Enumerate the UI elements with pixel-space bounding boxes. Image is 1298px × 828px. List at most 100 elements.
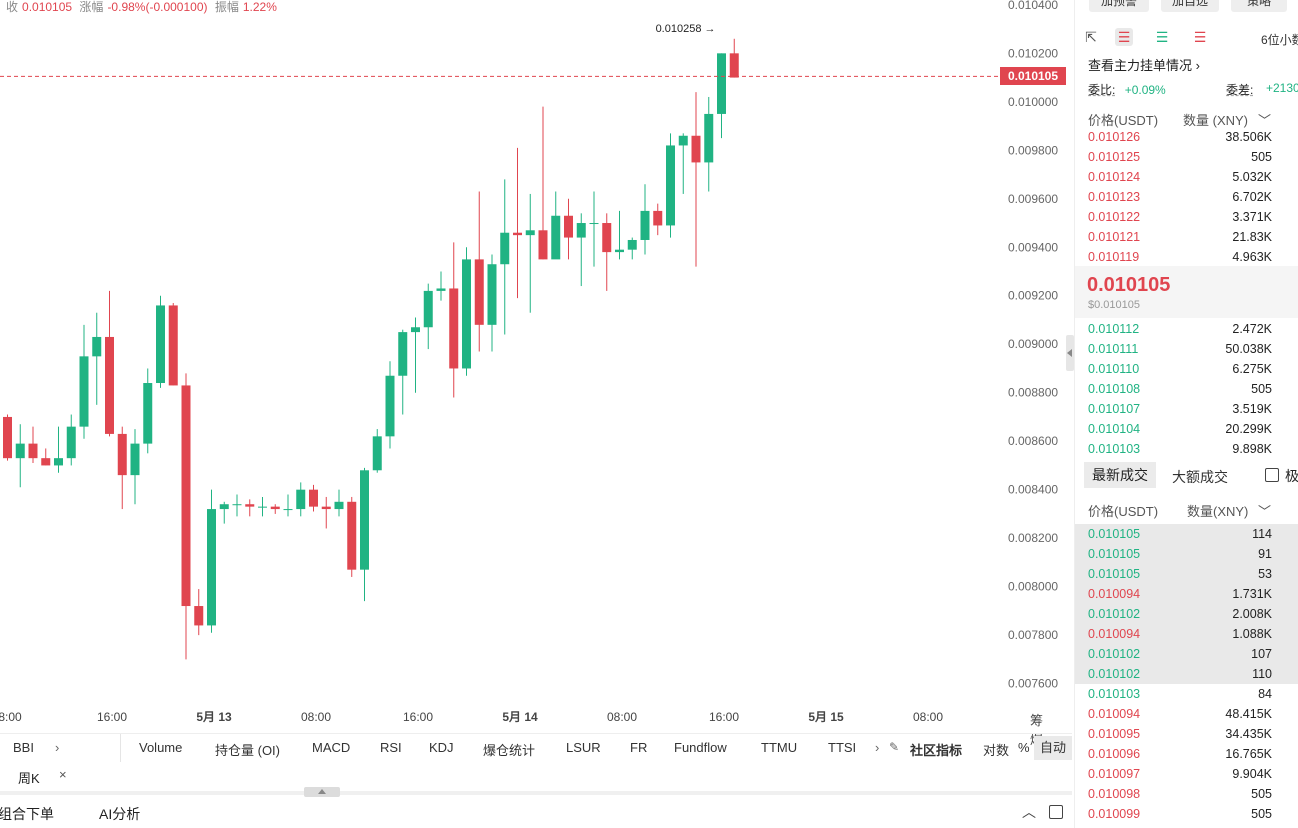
trade-row[interactable]: 0.010098 505 xyxy=(1075,784,1298,804)
trade-row[interactable]: 0.010094 1.088K xyxy=(1075,624,1298,644)
candle-body xyxy=(309,489,318,507)
ask-row[interactable]: 0.010124 5.032K xyxy=(1075,167,1298,187)
ask-row[interactable]: 0.010123 6.702K xyxy=(1075,187,1298,207)
chevron-right-icon: › xyxy=(1195,58,1200,73)
tab-latest-trades[interactable]: 最新成交 xyxy=(1084,462,1156,488)
strategy-button[interactable]: 策略 xyxy=(1231,0,1287,12)
candlestick-chart[interactable]: 0.010400 0.010200 0.010000 0.009800 0.009600… xyxy=(0,0,1066,747)
candle-body xyxy=(411,327,420,333)
book-bids-icon[interactable]: ☰ xyxy=(1155,29,1169,45)
candle-body xyxy=(589,223,599,225)
chevron-up-icon[interactable]: ︿ xyxy=(1022,804,1036,820)
tab-combo-order[interactable]: 组合下单 xyxy=(0,806,54,822)
edit-icon[interactable]: ✎ xyxy=(889,740,900,754)
panel-splitter[interactable] xyxy=(0,787,1072,797)
indicator-open-interest[interactable]: 持仓量 (OI) xyxy=(215,743,280,758)
trade-row[interactable]: 0.010095 34.435K xyxy=(1075,724,1298,744)
chevron-right-icon[interactable]: › xyxy=(55,740,60,755)
candle-body xyxy=(666,145,675,226)
trade-row[interactable]: 0.010105 53 xyxy=(1075,564,1298,584)
trade-row[interactable]: 0.010102 107 xyxy=(1075,644,1298,664)
decimals-selector[interactable]: 6位小数 xyxy=(1261,33,1298,47)
indicator-ttmu[interactable]: TTMU xyxy=(761,740,798,755)
book-both-icon[interactable]: ☰ xyxy=(1115,28,1133,46)
ask-row[interactable]: 0.010119 4.963K xyxy=(1075,247,1298,267)
chips-tool-button[interactable]: 筹 xyxy=(1030,713,1044,728)
chevron-right-icon[interactable]: › xyxy=(875,740,880,755)
book-asks-icon[interactable]: ☰ xyxy=(1193,29,1207,45)
ask-row[interactable]: 0.010125 505 xyxy=(1075,147,1298,167)
bid-row[interactable]: 0.010108 505 xyxy=(1075,379,1298,399)
candle-body xyxy=(117,433,127,476)
trade-row-price: 0.010096 xyxy=(1088,747,1141,761)
candle-body xyxy=(54,458,63,466)
chart-canvas[interactable]: 0.010400 0.010200 0.010000 0.009800 0.009600… xyxy=(0,0,1066,732)
trade-row-price: 0.010105 xyxy=(1088,547,1141,561)
bid-row[interactable]: 0.010111 50.038K xyxy=(1075,339,1298,359)
indicator-rsi[interactable]: RSI xyxy=(380,740,402,755)
add-alert-button[interactable]: 加预警 xyxy=(1089,0,1149,12)
indicator-fr[interactable]: FR xyxy=(630,740,648,755)
percent-scale-toggle[interactable]: % xyxy=(1018,740,1030,755)
bid-row[interactable]: 0.010110 6.275K xyxy=(1075,359,1298,379)
trade-row[interactable]: 0.010094 48.415K xyxy=(1075,704,1298,724)
trade-row[interactable]: 0.010097 9.904K xyxy=(1075,764,1298,784)
trade-row-price: 0.010094 xyxy=(1088,707,1141,721)
export-icon[interactable]: ⇱ xyxy=(1085,29,1097,45)
ask-row[interactable]: 0.010122 3.371K xyxy=(1075,207,1298,227)
qty-column-header[interactable]: 数量 (XNY) xyxy=(1183,113,1249,128)
bid-row[interactable]: 0.010112 2.472K xyxy=(1075,319,1298,339)
main-orders-label: 查看主力挂单情况 xyxy=(1088,58,1193,73)
log-scale-toggle[interactable]: 对数 xyxy=(983,743,1010,758)
community-indicators[interactable]: 社区指标 xyxy=(910,743,963,758)
indicator-ttsi[interactable]: TTSI xyxy=(828,740,857,755)
trade-qty-header[interactable]: 数量(XNY) xyxy=(1187,504,1249,519)
tab-ai-analysis[interactable]: AI分析 xyxy=(99,806,141,822)
chevron-down-icon[interactable]: ﹀ xyxy=(1258,504,1272,519)
trade-row-price: 0.010105 xyxy=(1088,567,1141,581)
indicator-bbi[interactable]: BBI xyxy=(13,740,34,755)
tab-large-trades[interactable]: 大额成交 xyxy=(1172,469,1228,485)
popout-icon[interactable] xyxy=(1049,805,1063,819)
indicator-fundflow[interactable]: Fundflow xyxy=(674,740,727,755)
indicator-macd[interactable]: MACD xyxy=(312,740,351,755)
ask-row-price: 0.010119 xyxy=(1088,250,1140,264)
candle-body xyxy=(627,239,637,250)
indicator-lsur[interactable]: LSUR xyxy=(566,740,601,755)
trade-row[interactable]: 0.010105 91 xyxy=(1075,544,1298,564)
trade-row[interactable]: 0.010094 1.731K xyxy=(1075,584,1298,604)
main-orders-link[interactable]: 查看主力挂单情况 › xyxy=(1088,55,1200,74)
trade-row-qty: 9.904K xyxy=(1232,767,1272,781)
close-icon[interactable]: × xyxy=(59,767,67,782)
bid-row-price: 0.010110 xyxy=(1088,362,1140,376)
indicator-volume[interactable]: Volume xyxy=(139,740,183,755)
candle-body xyxy=(525,230,535,236)
auto-scale-button[interactable]: 自动 xyxy=(1034,736,1072,760)
trade-row[interactable]: 0.010102 110 xyxy=(1075,664,1298,684)
trade-row[interactable]: 0.010102 2.008K xyxy=(1075,604,1298,624)
filter-checkbox[interactable] xyxy=(1265,468,1279,482)
ratio-value: +0.09% xyxy=(1124,83,1166,97)
last-price-tag: 0.010105 xyxy=(1000,67,1066,86)
bid-row[interactable]: 0.010104 20.299K xyxy=(1075,419,1298,439)
y-tick-label: 0.008400 xyxy=(1008,483,1058,497)
chevron-down-icon[interactable]: ﹀ xyxy=(1258,113,1272,128)
add-watchlist-button[interactable]: 加自选 xyxy=(1161,0,1219,12)
trade-row[interactable]: 0.010103 84 xyxy=(1075,684,1298,704)
indicator-liquidation-stats[interactable]: 爆仓统计 xyxy=(483,743,536,758)
y-tick-label: 0.009400 xyxy=(1008,240,1058,254)
bid-row[interactable]: 0.010103 9.898K xyxy=(1075,439,1298,459)
ask-row[interactable]: 0.010121 21.83K xyxy=(1075,227,1298,247)
trade-row[interactable]: 0.010096 16.765K xyxy=(1075,744,1298,764)
trade-row[interactable]: 0.010099 505 xyxy=(1075,804,1298,824)
indicator-kdj[interactable]: KDJ xyxy=(429,740,454,755)
ask-row[interactable]: 0.010126 38.506K xyxy=(1075,127,1298,147)
collapse-panel-handle[interactable] xyxy=(1066,335,1074,371)
trade-row-price: 0.010102 xyxy=(1088,667,1141,681)
candle-body xyxy=(564,215,573,238)
bid-row[interactable]: 0.010107 3.519K xyxy=(1075,399,1298,419)
period-tag-label[interactable]: 周K xyxy=(18,771,40,786)
expand-panel-handle[interactable] xyxy=(304,787,340,797)
trade-row[interactable]: 0.010105 114 xyxy=(1075,524,1298,544)
candle-body xyxy=(691,135,701,163)
